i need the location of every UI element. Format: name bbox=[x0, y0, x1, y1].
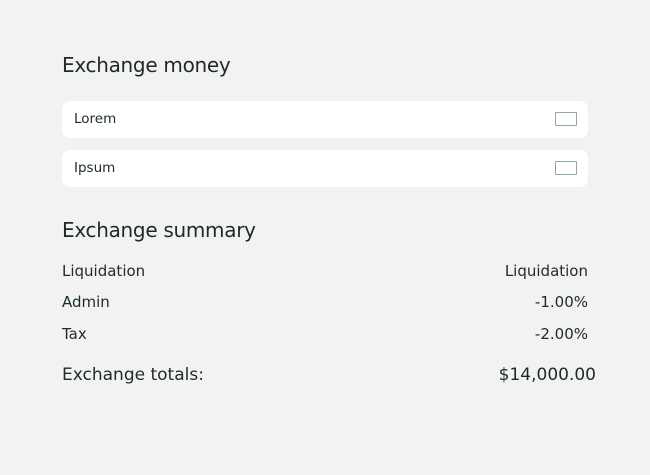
summary-row-liquidation: Liquidation Liquidation bbox=[62, 262, 588, 280]
field-label: Lorem bbox=[74, 111, 117, 127]
exchange-totals-row: Exchange totals: $14,000.00 bbox=[62, 365, 596, 385]
summary-row-tax: Tax -2.00% bbox=[62, 325, 588, 343]
row-label: Tax bbox=[62, 325, 87, 343]
exchange-money-title: Exchange money bbox=[62, 53, 231, 77]
total-value: $14,000.00 bbox=[498, 365, 596, 385]
checkbox[interactable] bbox=[555, 161, 577, 175]
row-label: Liquidation bbox=[62, 262, 146, 280]
lorem-field[interactable]: Lorem bbox=[62, 101, 588, 138]
checkbox[interactable] bbox=[555, 112, 577, 126]
row-value: -2.00% bbox=[534, 325, 588, 343]
row-value: Liquidation bbox=[504, 262, 588, 280]
total-label: Exchange totals: bbox=[62, 365, 204, 385]
ipsum-field[interactable]: Ipsum bbox=[62, 150, 588, 187]
exchange-summary-title: Exchange summary bbox=[62, 218, 256, 242]
field-label: Ipsum bbox=[74, 160, 116, 176]
row-value: -1.00% bbox=[534, 293, 588, 311]
summary-row-admin: Admin -1.00% bbox=[62, 293, 588, 311]
row-label: Admin bbox=[62, 293, 110, 311]
